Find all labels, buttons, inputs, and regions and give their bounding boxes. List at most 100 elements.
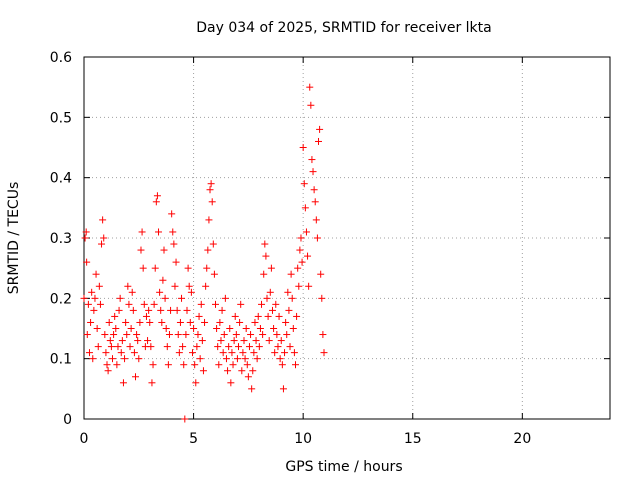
data-point [199,367,207,375]
data-point [313,234,321,242]
data-point [220,331,228,339]
data-point [148,379,156,387]
data-point [244,373,252,381]
data-point [278,361,286,369]
data-point [133,331,141,339]
y-tick-label: 0.5 [50,110,72,126]
data-point [89,355,97,363]
data-point [310,186,318,194]
data-point [197,300,205,308]
data-point [161,294,169,302]
x-tick-label: 20 [513,431,531,447]
data-point [182,331,190,339]
data-point [239,349,247,357]
x-tick-labels: 0 5 10 15 20 [80,431,532,447]
data-point [111,312,119,320]
data-point [230,337,238,345]
data-point [134,337,142,345]
data-point [121,355,129,363]
data-point [196,355,204,363]
data-point [144,337,152,345]
plot-frame [83,56,611,420]
data-point [113,361,121,369]
data-point [238,367,246,375]
x-tick-label: 5 [189,431,198,447]
axis-ticks [83,56,610,420]
data-point [290,349,298,357]
data-point [171,282,179,290]
data-point [176,318,184,326]
data-point [245,343,253,351]
data-point [112,325,120,332]
data-point [213,325,221,332]
data-point [94,343,102,351]
data-point [174,331,182,339]
data-point [84,300,92,308]
data-point [236,318,244,326]
data-point [258,300,266,308]
data-point [287,270,295,278]
data-point [152,198,160,206]
data-point [156,288,164,296]
data-point [305,282,313,290]
data-point [209,240,217,248]
data-point [253,355,261,363]
y-tick-label: 0.3 [50,231,72,247]
data-point [283,331,291,339]
data-point [187,288,195,296]
data-point [173,306,181,314]
data-point [105,318,113,326]
data-point [288,294,296,302]
data-point [254,312,262,320]
data-point [319,331,327,339]
data-point [291,361,299,369]
data-point [179,343,187,351]
data-point [285,306,293,314]
y-tick-label: 0.4 [50,171,72,187]
data-point [100,234,108,242]
data-point [188,349,196,357]
data-point [119,379,127,387]
data-point [235,343,243,351]
data-point [101,331,109,339]
data-point [180,361,188,369]
data-point [192,379,200,387]
data-point [83,258,91,266]
data-point [294,264,302,272]
data-point [208,198,216,206]
y-tick-label: 0 [63,412,72,428]
data-point [264,312,272,320]
data-point [267,264,275,272]
data-point [130,349,138,357]
data-point [263,294,271,302]
data-point [104,367,112,375]
data-point [93,325,101,332]
data-point [165,331,173,339]
data-point [279,385,287,393]
data-point [222,355,230,363]
data-point [217,337,225,345]
data-point [91,294,99,302]
data-point [129,306,137,314]
data-point [219,349,227,357]
data-point [198,337,206,345]
data-point [155,228,163,236]
data-point [226,325,234,332]
data-point [107,343,115,351]
data-point [308,156,316,164]
data-point [186,318,194,326]
data-point [293,312,301,320]
data-point [265,337,273,345]
data-point [315,137,323,145]
data-point [300,180,308,188]
data-point [272,300,280,308]
data-point [139,264,147,272]
data-point [164,361,172,369]
data-point [216,318,224,326]
data-point [320,349,328,357]
data-point [181,415,189,423]
data-point [126,343,134,351]
data-point [207,180,215,188]
data-point [115,306,123,314]
data-point [88,288,96,296]
